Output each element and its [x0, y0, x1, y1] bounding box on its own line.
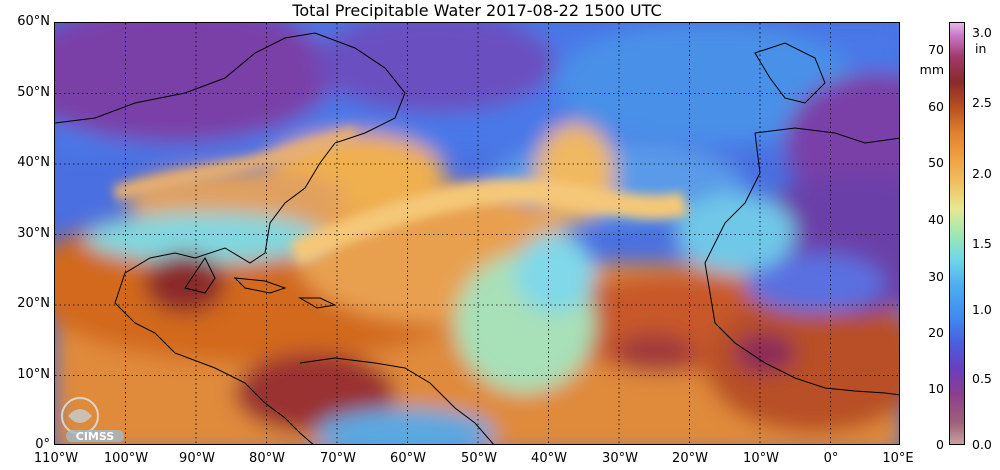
- colorbar-in-0-0: 0.0: [972, 437, 992, 452]
- colorbar: [949, 22, 965, 445]
- lat-label-40n: 40°N: [17, 155, 50, 170]
- lon-label-30w: 30°W: [602, 451, 638, 466]
- lat-label-20n: 20°N: [17, 296, 50, 311]
- lon-label-110w: 110°W: [33, 451, 79, 466]
- colorbar-mm-30: 30: [928, 269, 944, 284]
- lat-label-30n: 30°N: [17, 226, 50, 241]
- lon-label-40w: 40°W: [531, 451, 567, 466]
- lon-label-0: 0°: [823, 451, 839, 466]
- colorbar-in-0-5: 0.5: [972, 371, 992, 386]
- lon-label-10w: 10°W: [743, 451, 779, 466]
- map-title: Total Precipitable Water 2017-08-22 1500…: [292, 1, 662, 20]
- colorbar-in-1-5: 1.5: [972, 236, 992, 251]
- coastlines: [55, 32, 899, 444]
- cimss-logo: CIMSS: [58, 392, 128, 444]
- colorbar-mm-0: 0: [936, 437, 944, 452]
- colorbar-mm-40: 40: [928, 212, 944, 227]
- colorbar-mm-unit: mm: [919, 62, 944, 77]
- colorbar-in-2-0: 2.0: [972, 166, 992, 181]
- lon-label-50w: 50°W: [461, 451, 497, 466]
- colorbar-mm-20: 20: [928, 325, 944, 340]
- colorbar-mm-60: 60: [928, 99, 944, 114]
- colorbar-in-unit: in: [975, 41, 987, 56]
- lon-label-60w: 60°W: [390, 451, 426, 466]
- lat-label-50n: 50°N: [17, 85, 50, 100]
- lon-label-10e: 10°E: [882, 451, 914, 466]
- precipitable-water-map: [54, 22, 900, 445]
- lon-label-70w: 70°W: [320, 451, 356, 466]
- lon-label-100w: 100°W: [103, 451, 149, 466]
- colorbar-in-2-5: 2.5: [972, 95, 992, 110]
- colorbar-mm-10: 10: [928, 381, 944, 396]
- lat-label-10n: 10°N: [17, 367, 50, 382]
- colorbar-mm-70: 70: [928, 42, 944, 57]
- graticule: [55, 23, 899, 444]
- colorbar-mm-50: 50: [928, 155, 944, 170]
- moisture-plume: [113, 126, 689, 264]
- colorbar-in-1-0: 1.0: [972, 302, 992, 317]
- lon-label-90w: 90°W: [179, 451, 215, 466]
- colorbar-in-3-0: 3.0: [972, 25, 992, 40]
- lat-label-0: 0°: [35, 437, 50, 452]
- lon-label-20w: 20°W: [672, 451, 708, 466]
- lon-label-80w: 80°W: [249, 451, 285, 466]
- moisture-field: [55, 23, 899, 444]
- cimss-logo-text: CIMSS: [76, 430, 115, 443]
- lat-label-60n: 60°N: [17, 14, 50, 29]
